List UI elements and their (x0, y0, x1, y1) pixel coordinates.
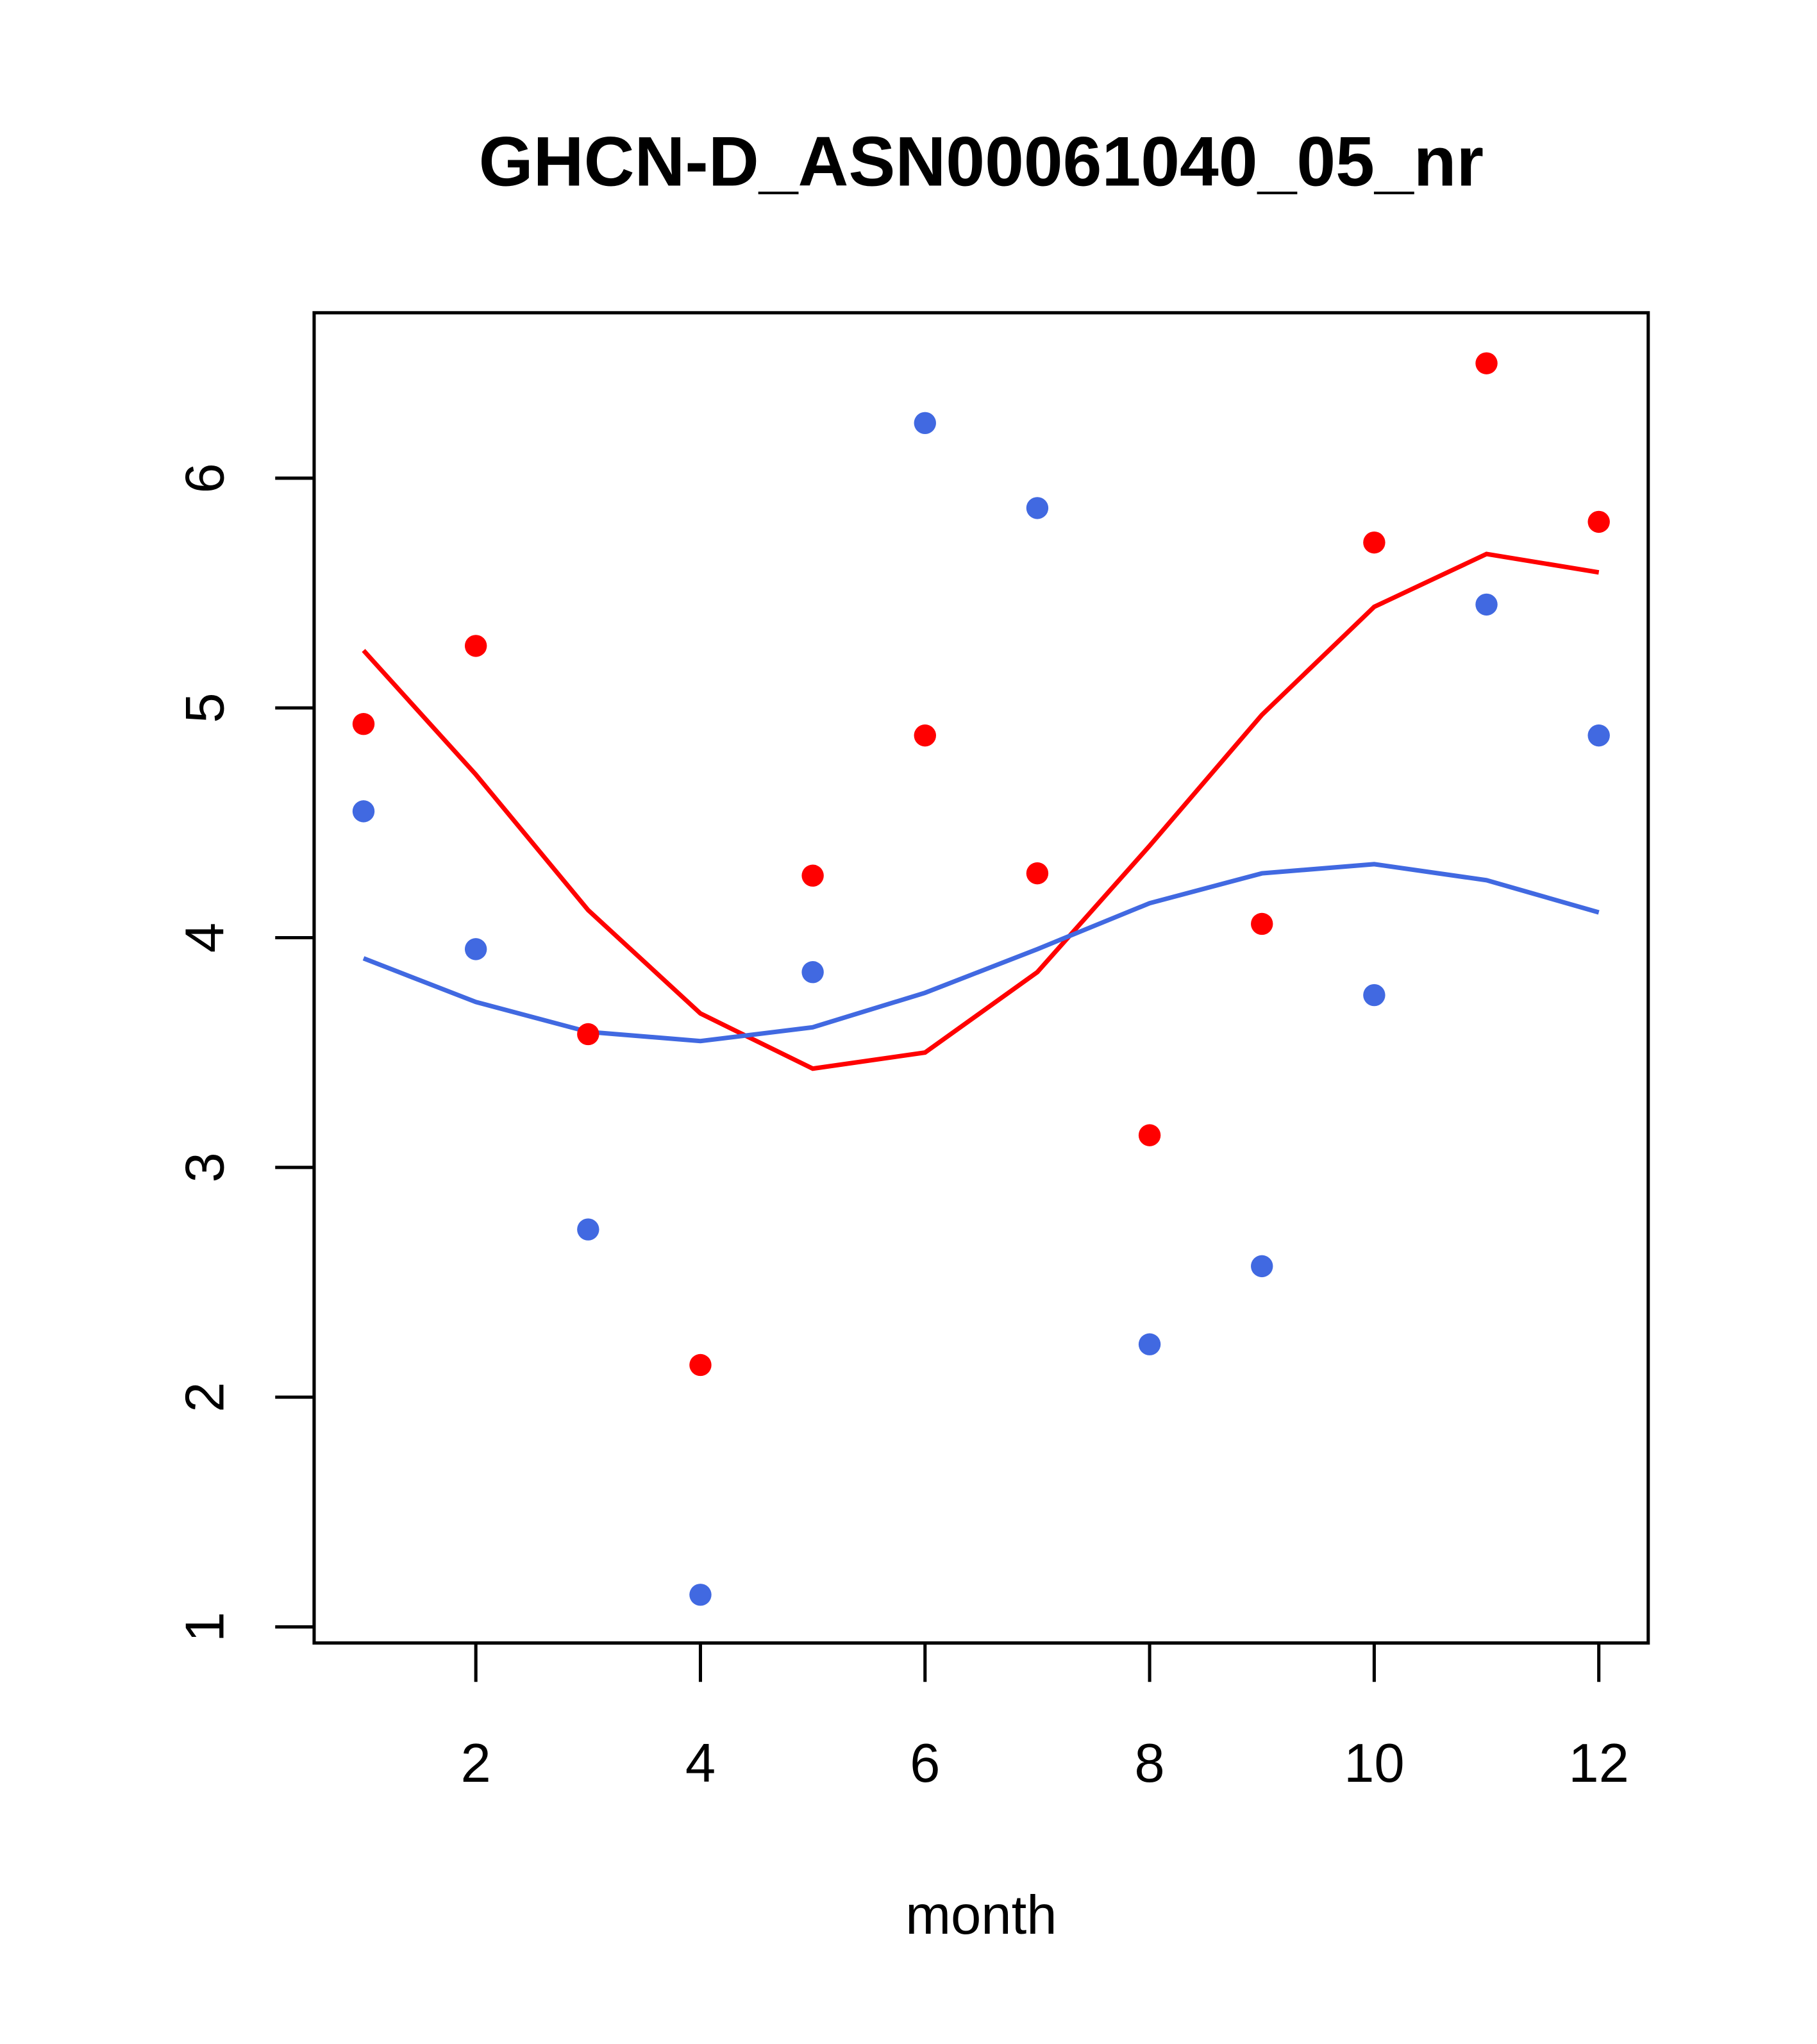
chart-title: GHCN-D_ASN00061040_05_nr (479, 122, 1484, 201)
x-tick-label: 12 (1568, 1733, 1629, 1794)
blue-point (1587, 724, 1610, 747)
y-tick-label: 1 (174, 1612, 235, 1642)
red-line-series (362, 551, 1600, 1071)
blue-point (577, 1218, 599, 1241)
red-point (1138, 1124, 1161, 1146)
blue-point (352, 800, 375, 823)
blue-point (1251, 1255, 1273, 1278)
red-point (1026, 862, 1049, 885)
blue-point (1363, 984, 1386, 1007)
red-point (464, 635, 487, 657)
blue-point (1475, 593, 1498, 616)
blue-point (801, 961, 824, 984)
plot-frame (312, 311, 1650, 1645)
x-axis-label: month (905, 1885, 1057, 1946)
y-tick-label: 2 (174, 1382, 235, 1412)
red-point (1475, 352, 1498, 374)
y-tick-label: 5 (174, 693, 235, 723)
blue-point (1138, 1333, 1161, 1355)
y-tick-label: 3 (174, 1152, 235, 1182)
red-point (689, 1353, 712, 1377)
red-point (914, 724, 936, 747)
x-tick-label: 6 (910, 1733, 940, 1794)
red-point (801, 864, 824, 887)
series-layer (352, 352, 1610, 1606)
red-point (352, 713, 375, 735)
x-tick-label: 10 (1344, 1733, 1405, 1794)
y-axis: 1 2 3 4 5 6 (174, 463, 316, 1642)
red-point (1587, 510, 1610, 533)
red-point (577, 1023, 599, 1046)
red-point (1363, 531, 1386, 554)
y-tick-label: 4 (174, 923, 235, 953)
x-tick-label: 4 (685, 1733, 716, 1794)
y-tick-label: 6 (174, 463, 235, 493)
x-tick-label: 2 (461, 1733, 491, 1794)
x-axis: 2 4 6 8 10 12 (461, 1641, 1629, 1794)
red-point (1251, 912, 1273, 935)
blue-point (464, 938, 487, 960)
x-tick-label: 8 (1134, 1733, 1164, 1794)
blue-point (914, 412, 936, 435)
blue-point (1026, 497, 1049, 519)
blue-line-series (362, 862, 1600, 1044)
blue-point (689, 1584, 712, 1606)
